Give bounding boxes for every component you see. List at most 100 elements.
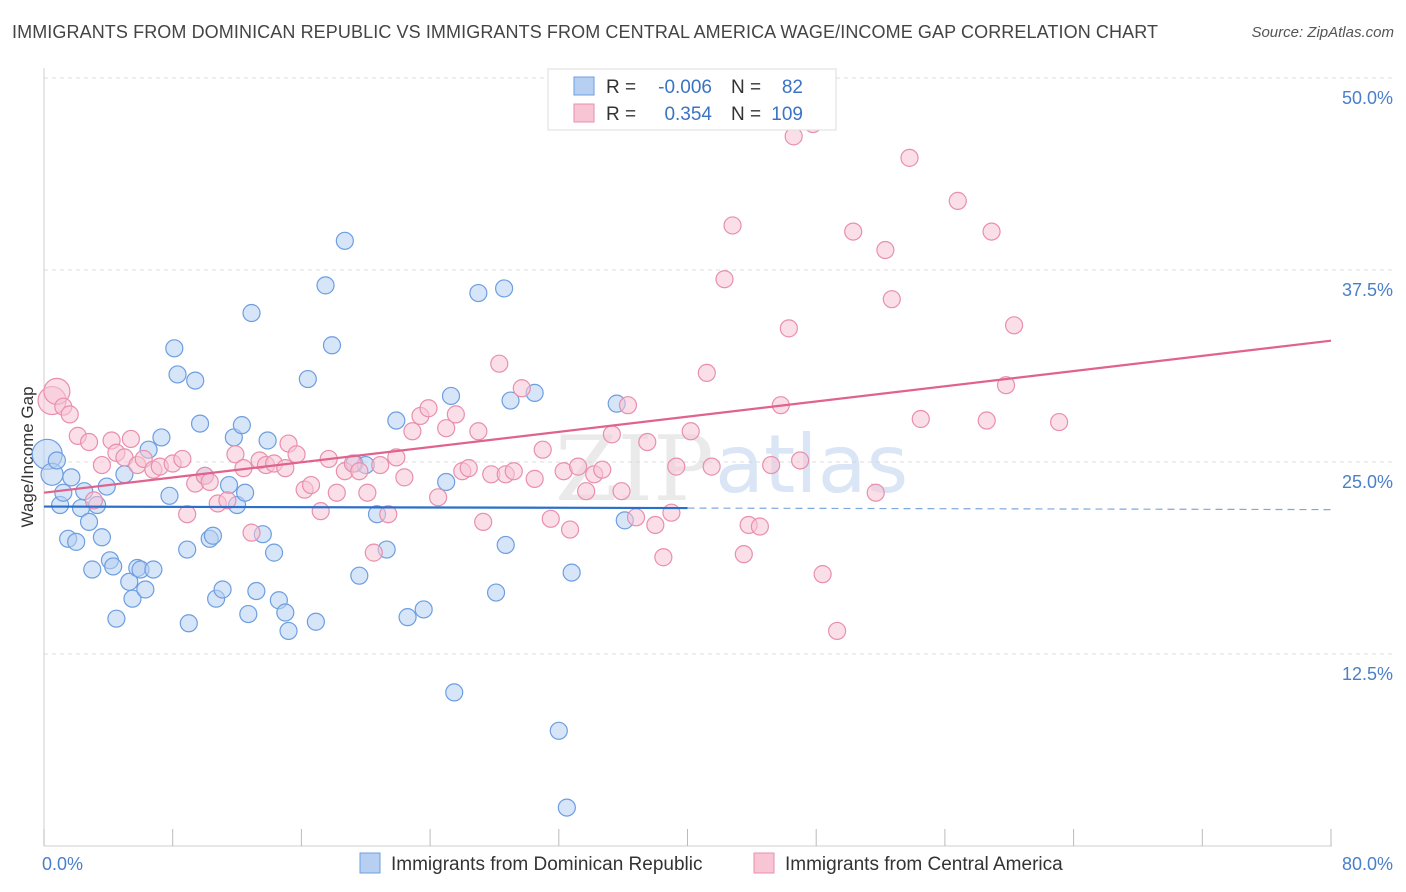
data-point	[165, 339, 184, 358]
data-point	[486, 583, 506, 602]
data-point	[791, 451, 810, 470]
data-point	[178, 505, 197, 524]
data-point	[219, 475, 239, 495]
bottom-legend-label-blue: Immigrants from Dominican Republic	[391, 854, 703, 875]
data-point	[541, 509, 560, 528]
legend-r-label-blue: R =	[606, 77, 636, 98]
data-point	[186, 371, 205, 390]
bottom-legend-label-pink: Immigrants from Central America	[785, 854, 1063, 875]
data-point	[1004, 316, 1024, 335]
data-point	[152, 428, 171, 447]
data-point	[62, 468, 81, 487]
data-point	[715, 270, 734, 289]
data-point	[67, 532, 86, 551]
data-point	[662, 503, 681, 522]
data-point	[83, 560, 102, 579]
bottom-legend-swatch-pink	[753, 852, 775, 874]
data-point	[667, 457, 686, 476]
data-point	[996, 376, 1016, 395]
data-point	[900, 148, 919, 167]
data-point	[226, 445, 245, 464]
data-point	[395, 468, 414, 487]
y-tick-label: 25.0%	[1342, 472, 1393, 492]
data-point	[144, 560, 163, 579]
data-point	[92, 455, 112, 475]
data-point	[813, 565, 832, 584]
data-point	[379, 505, 398, 524]
data-point	[316, 276, 335, 295]
legend-box: R = -0.006 N = 82 R = 0.354 N = 109	[547, 68, 837, 131]
bottom-legend: Immigrants from Dominican Republic Immig…	[359, 852, 1063, 875]
data-point	[469, 283, 488, 303]
data-point	[446, 405, 465, 424]
data-point	[577, 482, 596, 501]
y-tick-label: 12.5%	[1342, 664, 1393, 684]
y-axis-label: Wage/Income Gap	[18, 386, 37, 527]
chart-title: IMMIGRANTS FROM DOMINICAN REPUBLIC VS IM…	[12, 22, 1159, 42]
x-axis-ticks	[43, 829, 1332, 846]
data-point	[276, 603, 295, 622]
data-point	[562, 563, 581, 582]
data-point	[549, 721, 568, 740]
data-point	[441, 386, 461, 406]
data-point	[828, 621, 847, 641]
data-point	[247, 581, 266, 601]
data-point	[179, 614, 198, 633]
data-point	[504, 462, 523, 481]
data-point	[734, 545, 753, 564]
data-point	[437, 419, 456, 438]
trend-line-pink	[43, 339, 1332, 494]
data-point	[723, 216, 742, 235]
data-point	[533, 440, 552, 459]
data-point	[403, 422, 422, 441]
data-point	[242, 523, 261, 542]
legend-r-value-pink: 0.354	[664, 104, 712, 125]
data-point	[602, 425, 621, 444]
legend-r-label-pink: R =	[606, 104, 636, 125]
data-point	[301, 475, 321, 495]
data-point	[311, 502, 330, 521]
data-point	[1050, 412, 1069, 432]
legend-n-label-pink: N =	[731, 104, 761, 125]
data-point	[276, 459, 295, 478]
data-point	[200, 472, 219, 492]
data-point	[844, 222, 863, 241]
data-point	[501, 391, 520, 410]
data-point	[322, 336, 342, 355]
data-point	[364, 543, 383, 562]
data-point	[779, 319, 798, 338]
data-point	[982, 222, 1001, 241]
y-tick-label: 37.5%	[1342, 280, 1393, 300]
data-point	[298, 369, 317, 389]
data-point	[173, 449, 192, 469]
data-point	[335, 231, 354, 250]
data-point	[618, 396, 638, 415]
data-point	[242, 303, 261, 323]
data-point	[569, 457, 588, 476]
y-axis-tick-labels: 12.5% 25.0% 37.5% 50.0%	[1342, 88, 1393, 684]
data-point	[123, 589, 142, 608]
data-point	[512, 379, 531, 398]
legend-n-value-pink: 109	[771, 104, 803, 125]
data-point	[136, 580, 155, 599]
data-point	[287, 445, 306, 464]
data-point	[84, 491, 103, 510]
data-point	[638, 432, 657, 452]
data-point	[977, 411, 996, 430]
data-point	[60, 405, 79, 424]
data-point	[239, 604, 258, 624]
data-point	[104, 557, 123, 576]
series-dominican-republic	[31, 231, 634, 817]
legend-swatch-blue	[573, 76, 595, 96]
data-point	[762, 455, 781, 475]
data-point	[560, 520, 580, 539]
data-point	[350, 462, 369, 481]
data-point	[371, 455, 390, 475]
data-point	[264, 543, 284, 562]
data-point	[911, 409, 930, 429]
data-point	[654, 548, 673, 567]
data-point	[387, 448, 406, 467]
data-point	[54, 483, 73, 502]
data-point	[876, 240, 895, 260]
